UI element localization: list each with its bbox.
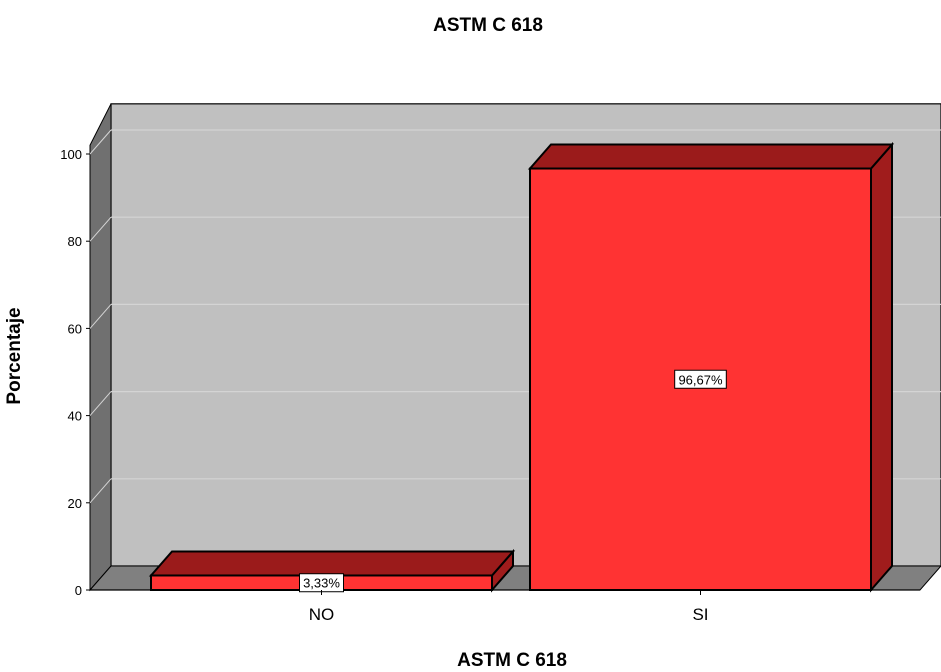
y-tick-label: 100 [60, 147, 82, 162]
bar-no: 3,33% [148, 548, 516, 593]
gridline-side [89, 478, 112, 504]
y-tick-label: 80 [68, 234, 82, 249]
x-category-label: SI [692, 605, 708, 624]
bar-side [870, 141, 893, 593]
bar-si: 96,67% [527, 141, 895, 593]
y-axis-label: Porcentaje [4, 307, 25, 404]
x-category-label: NO [309, 605, 335, 624]
y-tick-label: 40 [68, 409, 82, 424]
gridline-side [89, 129, 112, 155]
y-tick-label: 20 [68, 496, 82, 511]
y-axis-ticks: 0 20 40 60 80 100 [60, 147, 90, 598]
gridline-side [89, 216, 112, 242]
y-tick-label: 60 [68, 321, 82, 336]
bar-top [148, 550, 516, 577]
gridline-side [89, 391, 112, 416]
y-tick-label: 0 [75, 583, 82, 598]
data-label: 3,33% [303, 576, 340, 591]
x-axis-categories: NO SI [309, 590, 709, 624]
bars: 3,33% 96,67% [148, 141, 895, 593]
chart-title: ASTM C 618 [433, 15, 543, 36]
data-label-box [674, 369, 727, 389]
x-axis-label: ASTM C 618 [457, 650, 567, 671]
gridline-side [89, 304, 112, 329]
bar-top [527, 143, 895, 170]
data-label: 96,67% [678, 372, 723, 387]
side-wall [89, 103, 112, 592]
